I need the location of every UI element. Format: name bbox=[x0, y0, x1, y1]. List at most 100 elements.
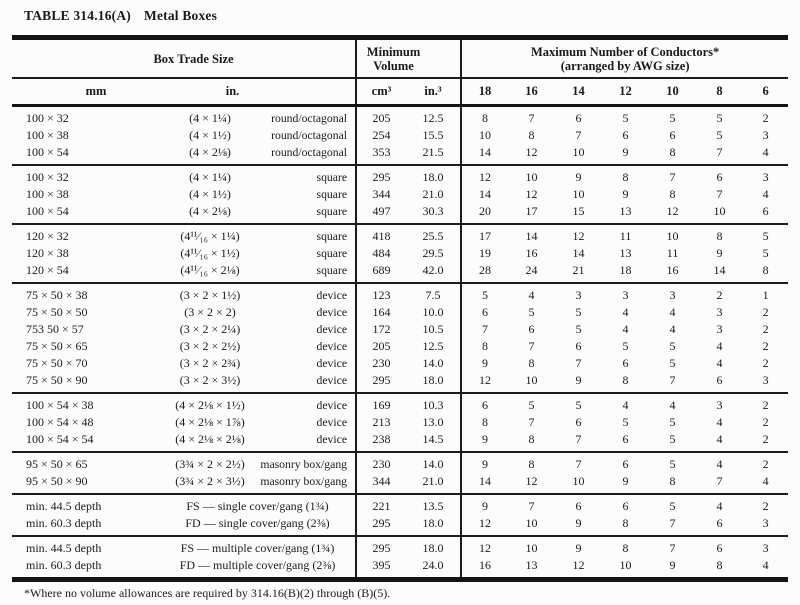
cell-conductor-count: 10 bbox=[525, 373, 538, 387]
cell-conductor-count: 10 bbox=[572, 474, 585, 488]
cell-conductor-count: 10 bbox=[508, 164, 556, 186]
cell-box-size-mm: 75 × 50 × 50 bbox=[26, 305, 88, 319]
cell-conductor-count: 4 bbox=[762, 145, 769, 159]
cell-box-size-in: (4 × 2⅛) bbox=[189, 204, 231, 218]
cell-box-size-mm: min. 44.5 depth bbox=[12, 493, 160, 515]
cell-conductor-count: 3 bbox=[716, 305, 723, 319]
cell-conductor-count: 5 bbox=[669, 432, 676, 446]
cell-conductor-count: 5 bbox=[762, 246, 769, 260]
cell-conductor-count: 9 bbox=[622, 474, 629, 488]
cell-conductor-count: 2 bbox=[743, 392, 789, 414]
cell-conductor-count: 3 bbox=[555, 282, 603, 304]
cell-volume-in3: 21.5 bbox=[406, 144, 463, 165]
cell-box-size-mm: 753 50 × 57 bbox=[26, 322, 84, 336]
cell-box-size-mm: min. 44.5 depth bbox=[12, 535, 160, 557]
table-row: 100 × 38 (4 × 1½) square 344 21.0 14 12 10 9 8 7 4 bbox=[12, 186, 788, 203]
cell-conductor-count: 7 bbox=[649, 535, 697, 557]
cell-conductor-count: 14 bbox=[713, 263, 726, 277]
cell-conductor-count: 11 bbox=[602, 223, 650, 245]
page-title: TABLE 314.16(A) Metal Boxes bbox=[24, 8, 217, 24]
table-row: 75 × 50 × 65 (3 × 2 × 2½) device 205 12.5 8 7 6… bbox=[12, 338, 788, 355]
table-row: min. 60.3 depth FD — single cover/gang (2… bbox=[12, 515, 788, 536]
cell-conductor-count: 3 bbox=[743, 164, 789, 186]
header-mm: mm bbox=[12, 78, 160, 107]
cell-conductor-count: 16 bbox=[666, 263, 679, 277]
table-row: 75 × 50 × 70 (3 × 2 × 2¾) device 230 14.0 9 8 7… bbox=[12, 355, 788, 372]
header-max-conductors: Maximum Number of Conductors* (arranged b… bbox=[461, 37, 789, 79]
cell-conductor-count: 5 bbox=[669, 339, 676, 353]
cell-volume-cm3: 221 bbox=[356, 493, 407, 515]
cell-volume-cm3: 295 bbox=[372, 516, 391, 530]
table-row: 100 × 54 (4 × 2⅛) square 497 30.3 20 17 15 13 12 1… bbox=[12, 203, 788, 224]
cell-box-size-mm: 100 × 54 × 48 bbox=[26, 415, 94, 429]
cell-volume-cm3: 689 bbox=[372, 263, 391, 277]
cell-conductor-count: 9 bbox=[555, 535, 603, 557]
header-awg-size: 14 bbox=[555, 78, 603, 107]
cell-conductor-count: 7 bbox=[575, 432, 582, 446]
cell-conductor-count: 8 bbox=[528, 128, 535, 142]
table-row: 120 × 54 (4¹¹⁄₁₆ × 2⅛) square 689 42.0 28 24 21… bbox=[12, 262, 788, 283]
cell-box-size-mm: 95 × 50 × 90 bbox=[26, 474, 88, 488]
cell-conductor-count: 5 bbox=[649, 493, 697, 515]
cell-conductor-count: 16 bbox=[525, 246, 538, 260]
cell-conductor-count: 8 bbox=[716, 558, 723, 572]
cell-volume-in3: 42.0 bbox=[406, 262, 463, 283]
cell-conductor-count: 8 bbox=[669, 145, 676, 159]
max-conductors-line1: Maximum Number of Conductors* bbox=[530, 45, 720, 59]
cell-volume-in3: 13.5 bbox=[406, 493, 463, 515]
cell-conductor-count: 6 bbox=[575, 415, 582, 429]
cell-box-type: square bbox=[260, 164, 358, 186]
cell-conductor-count: 5 bbox=[528, 305, 535, 319]
cell-conductor-count: 8 bbox=[461, 104, 509, 127]
header-in3: in.³ bbox=[406, 78, 463, 107]
cell-conductor-count: 9 bbox=[482, 432, 489, 446]
cell-box-type: device bbox=[260, 355, 358, 372]
cell-conductor-count: 6 bbox=[602, 451, 650, 473]
cell-conductor-count: 3 bbox=[762, 128, 769, 142]
cell-box-type: device bbox=[260, 321, 358, 338]
cell-box-type: square bbox=[260, 223, 358, 245]
header-box-trade-size: Box Trade Size bbox=[12, 37, 358, 79]
cell-volume-cm3: 497 bbox=[372, 204, 391, 218]
box-group: 120 × 32 (4¹¹⁄₁₆ × 1¼) square 418 25.5 17 14 12… bbox=[12, 223, 789, 283]
cell-conductor-count: 9 bbox=[461, 493, 509, 515]
minimum-volume-line1: Minimum bbox=[366, 45, 421, 59]
cell-box-size-in: (4 × 1½) bbox=[189, 128, 231, 142]
box-group: 100 × 32 (4 × 1¼) square 295 18.0 12 10 9 8 7 6 3 10… bbox=[12, 164, 789, 224]
cell-conductor-count: 5 bbox=[602, 104, 650, 127]
cell-conductor-count: 3 bbox=[696, 392, 744, 414]
box-group: 75 × 50 × 38 (3 × 2 × 1½) device 123 7.5 5 4 3 3… bbox=[12, 282, 789, 393]
cell-conductor-count: 4 bbox=[716, 432, 723, 446]
cell-box-size-in: FS — multiple cover/gang (1¾) bbox=[160, 535, 358, 557]
cell-conductor-count: 8 bbox=[528, 432, 535, 446]
cell-conductor-count: 5 bbox=[622, 339, 629, 353]
cell-conductor-count: 2 bbox=[696, 282, 744, 304]
cell-volume-in3: 7.5 bbox=[406, 282, 463, 304]
cell-conductor-count: 8 bbox=[602, 535, 650, 557]
cell-conductor-count: 10 bbox=[508, 535, 556, 557]
cell-conductor-count: 6 bbox=[622, 128, 629, 142]
cell-box-size-mm: 95 × 50 × 65 bbox=[12, 451, 160, 473]
cell-conductor-count: 4 bbox=[669, 305, 676, 319]
cell-conductor-count: 8 bbox=[622, 516, 629, 530]
cell-conductor-count: 6 bbox=[555, 493, 603, 515]
cell-volume-in3: 18.0 bbox=[406, 164, 463, 186]
cell-conductor-count: 2 bbox=[762, 432, 769, 446]
cell-conductor-count: 10 bbox=[713, 204, 726, 218]
cell-conductor-count: 17 bbox=[461, 223, 509, 245]
table-row: 100 × 38 (4 × 1½) round/octagonal 254 15.5 10… bbox=[12, 127, 788, 144]
cell-conductor-count: 4 bbox=[716, 356, 723, 370]
cell-conductor-count: 4 bbox=[622, 322, 629, 336]
cell-volume-cm3: 230 bbox=[372, 356, 391, 370]
table-row: 75 × 50 × 50 (3 × 2 × 2) device 164 10.0 6 5 5 4… bbox=[12, 304, 788, 321]
cell-volume-cm3: 205 bbox=[372, 339, 391, 353]
cell-conductor-count: 3 bbox=[716, 322, 723, 336]
cell-box-size-in: (4 × 1¼) bbox=[160, 164, 260, 186]
box-group: 100 × 32 (4 × 1¼) round/octagonal 205 12.5 8 7… bbox=[12, 104, 789, 165]
header-awg-size: 16 bbox=[508, 78, 556, 107]
cell-conductor-count: 14 bbox=[479, 474, 492, 488]
cell-conductor-count: 5 bbox=[575, 322, 582, 336]
cell-conductor-count: 8 bbox=[696, 223, 744, 245]
cell-conductor-count: 6 bbox=[482, 305, 489, 319]
